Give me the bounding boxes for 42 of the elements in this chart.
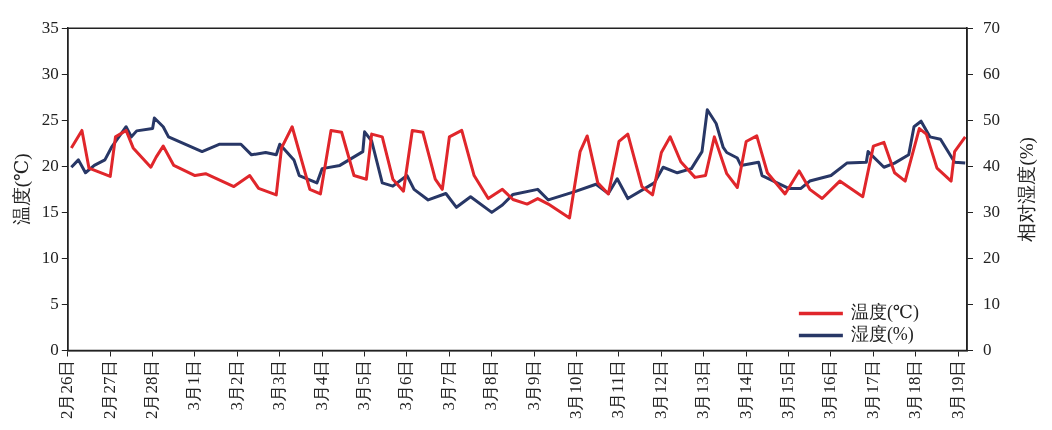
x-tick-label: 3月17日: [862, 359, 882, 419]
y-tick-label: 5: [50, 293, 59, 313]
y-tick-label: 20: [41, 155, 59, 175]
x-tick-label: 3月14日: [735, 359, 755, 419]
x-tick-label: 2月27日: [99, 359, 119, 419]
x-tick-label: 3月10日: [566, 359, 586, 419]
y2-tick-label: 20: [983, 247, 1000, 267]
y-tick-label: 35: [41, 17, 59, 37]
x-tick-label: 2月28日: [142, 359, 162, 419]
x-tick-label: 3月4日: [311, 359, 331, 411]
y2-tick-label: 50: [983, 109, 1000, 129]
y2-tick-label: 0: [983, 339, 992, 359]
y-tick-label: 25: [41, 109, 59, 129]
legend-label: 温度(℃): [850, 302, 920, 324]
x-tick-label: 3月11日: [608, 359, 628, 419]
y2-tick-label: 10: [983, 293, 1000, 313]
y2-tick-label: 30: [983, 201, 1000, 221]
x-tick-label: 3月15日: [778, 359, 798, 419]
x-tick-label: 3月2日: [226, 359, 246, 411]
y2-tick-label: 70: [983, 17, 1000, 37]
x-tick-label: 3月18日: [905, 359, 925, 419]
x-tick-label: 3月8日: [481, 359, 501, 411]
x-tick-label: 3月1日: [184, 359, 204, 411]
y2-axis-title: 相对湿度(%): [1015, 137, 1038, 242]
y2-tick-label: 40: [983, 155, 1000, 175]
y-tick-label: 15: [41, 201, 59, 221]
x-tick-label: 3月9日: [523, 359, 543, 411]
x-tick-label: 3月13日: [693, 359, 713, 419]
y2-tick-label: 60: [983, 63, 1000, 83]
x-tick-label: 3月19日: [947, 359, 967, 419]
x-tick-label: 3月6日: [396, 359, 416, 411]
x-tick-label: 3月3日: [269, 359, 289, 411]
x-tick-label: 3月5日: [354, 359, 374, 411]
x-tick-label: 3月16日: [820, 359, 840, 419]
y-axis-title: 温度(℃): [11, 153, 34, 226]
x-tick-label: 3月12日: [650, 359, 670, 419]
x-tick-label: 2月26日: [57, 359, 77, 419]
y-tick-label: 30: [41, 63, 59, 83]
y-tick-label: 10: [41, 247, 59, 267]
x-tick-label: 3月7日: [438, 359, 458, 411]
y-tick-label: 0: [50, 339, 59, 359]
legend-label: 湿度(%): [850, 324, 914, 346]
